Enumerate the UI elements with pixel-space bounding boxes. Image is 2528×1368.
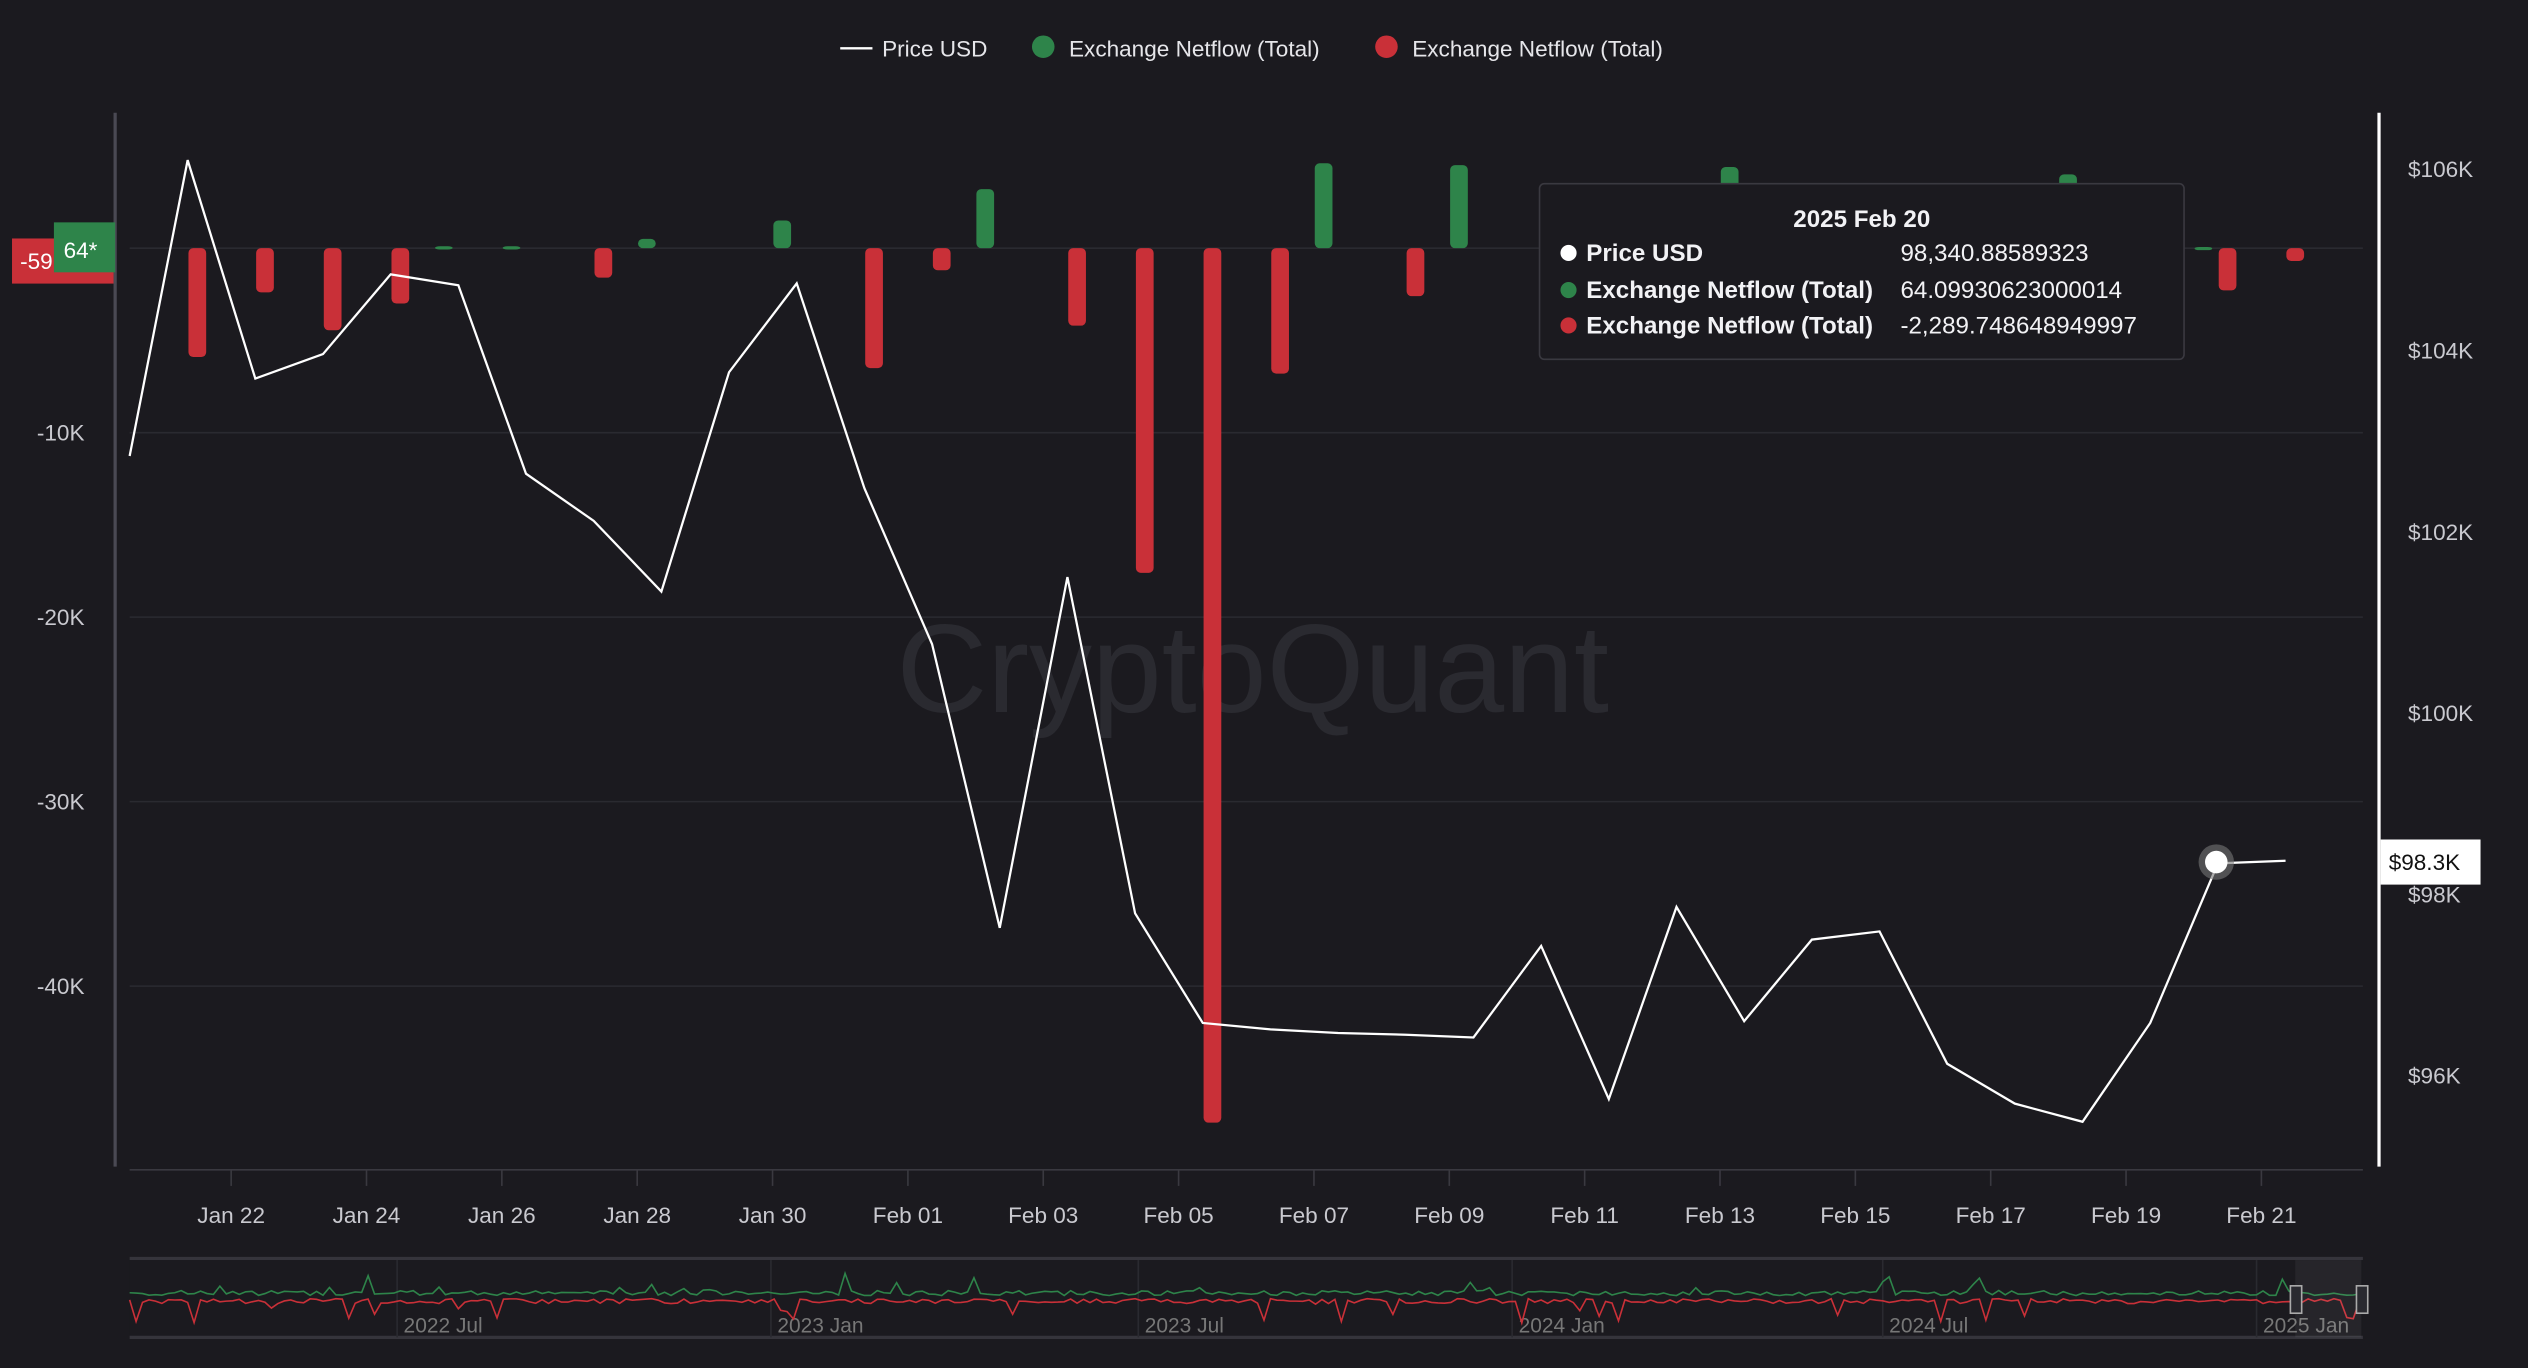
left-tick-label: -40K <box>37 974 85 999</box>
netflow-negative-bar <box>1406 248 1425 297</box>
tooltip-green-dot-icon <box>1560 281 1577 299</box>
left-axis-ticks: -10K -20K -30K -40K <box>37 421 85 999</box>
x-tick-label: Jan 28 <box>603 1203 671 1228</box>
tooltip: 2025 Feb 20 Price USD 98,340.88589323 Ex… <box>1538 182 2185 361</box>
right-tick-label: $98K <box>2408 882 2461 907</box>
legend: Price USD Exchange Netflow (Total) Excha… <box>840 35 1663 61</box>
navigator[interactable]: 2022 Jul 2023 Jan 2023 Jul 2024 Jan 2024 Jul… <box>128 1256 2369 1339</box>
x-tick-label: Jan 24 <box>333 1203 401 1228</box>
right-tick-label: $102K <box>2408 520 2473 545</box>
navigator-label: 2022 Jul <box>404 1315 483 1338</box>
legend-netflow-negative-label[interactable]: Exchange Netflow (Total) <box>1412 36 1663 61</box>
netflow-negative-bar <box>1271 248 1289 374</box>
x-tick-label: Feb 01 <box>873 1203 943 1228</box>
netflow-negative-badge: -59 <box>20 249 53 274</box>
right-tick-label: $106K <box>2408 157 2473 182</box>
x-tick-label: Feb 05 <box>1143 1203 1213 1228</box>
x-tick-label: Feb 13 <box>1685 1203 1755 1228</box>
tooltip-title: 2025 Feb 20 <box>1793 206 1930 233</box>
x-tick-label: Feb 03 <box>1008 1203 1078 1228</box>
x-tick-label: Feb 17 <box>1956 1203 2026 1228</box>
x-tick-label: Jan 30 <box>739 1203 807 1228</box>
netflow-negative-bar <box>1203 248 1222 1123</box>
netflow-negative-bar <box>1068 248 1086 326</box>
netflow-negative-bar <box>188 248 207 357</box>
netflow-positive-badge: 64* <box>64 238 98 263</box>
netflow-negative-bar <box>1135 248 1154 573</box>
left-tick-label: -20K <box>37 605 85 630</box>
x-tick-label: Feb 07 <box>1279 1203 1349 1228</box>
hover-marker <box>2198 844 2235 880</box>
left-tick-label: -10K <box>37 421 85 446</box>
navigator-label: 2024 Jan <box>1519 1315 1605 1338</box>
netflow-negative-bar <box>932 248 951 271</box>
navigator-label: 2025 Jan <box>2263 1315 2349 1338</box>
x-axis-ticks: Jan 22 Jan 24 Jan 26 Jan 28 Jan 30 Feb 01 Feb … <box>197 1169 2297 1228</box>
tooltip-price-dot-icon <box>1560 244 1577 262</box>
x-tick-label: Jan 22 <box>197 1203 265 1228</box>
netflow-positive-bar <box>638 238 656 249</box>
netflow-positive-bar <box>1314 163 1333 249</box>
netflow-negative-bar <box>2286 248 2305 262</box>
tooltip-netflow-positive-value: 64.09930623000014 <box>1900 277 2122 304</box>
legend-price-label[interactable]: Price USD <box>882 36 987 61</box>
right-axis-ticks: $106K $104K $102K $100K $98K $96K <box>2408 157 2473 1088</box>
price-badge: $98.3K <box>2380 839 2481 885</box>
netflow-positive-bar <box>434 246 453 250</box>
x-tick-label: Feb 19 <box>2091 1203 2161 1228</box>
x-tick-label: Feb 15 <box>1820 1203 1890 1228</box>
legend-netflow-positive-label[interactable]: Exchange Netflow (Total) <box>1069 36 1320 61</box>
tooltip-price-label: Price USD <box>1586 240 1703 267</box>
netflow-negative-bar <box>256 248 274 293</box>
navigator-selection[interactable] <box>2295 1260 2362 1338</box>
price-line <box>128 159 2286 1124</box>
legend-red-dot-icon <box>1375 35 1398 59</box>
netflow-positive-bar <box>773 220 792 249</box>
netflow-positive-bar <box>2194 246 2213 251</box>
x-tick-label: Feb 09 <box>1414 1203 1484 1228</box>
netflow-negative-bar <box>865 248 883 369</box>
left-badges: -59 64* <box>12 222 116 284</box>
tooltip-price-value: 98,340.88589323 <box>1900 240 2088 267</box>
navigator-left-handle[interactable] <box>2289 1285 2303 1315</box>
tooltip-red-dot-icon <box>1560 317 1577 334</box>
x-tick-label: Feb 21 <box>2226 1203 2296 1228</box>
x-tick-label: Jan 26 <box>468 1203 536 1228</box>
netflow-positive-bar <box>502 246 521 250</box>
netflow-positive-bar <box>976 189 995 249</box>
watermark: CryptoQuant <box>896 598 1609 739</box>
tooltip-netflow-negative-value: -2,289.748648949997 <box>1900 313 2136 340</box>
navigator-label: 2023 Jul <box>1145 1315 1224 1338</box>
navigator-label: 2023 Jan <box>777 1315 863 1338</box>
netflow-positive-bar <box>1450 165 1468 249</box>
right-tick-label: $100K <box>2408 701 2473 726</box>
tooltip-netflow-negative-label: Exchange Netflow (Total) <box>1586 313 1873 340</box>
netflow-negative-bar <box>323 248 342 331</box>
netflow-negative-bar <box>594 248 613 278</box>
left-tick-label: -30K <box>37 790 85 815</box>
x-tick-label: Feb 11 <box>1550 1203 1619 1228</box>
price-badge-text: $98.3K <box>2389 850 2460 875</box>
gridlines <box>129 247 2363 987</box>
navigator-right-handle[interactable] <box>2355 1285 2369 1315</box>
navigator-label: 2024 Jul <box>1889 1315 1968 1338</box>
right-tick-label: $96K <box>2408 1064 2461 1089</box>
right-tick-label: $104K <box>2408 339 2473 364</box>
tooltip-netflow-positive-label: Exchange Netflow (Total) <box>1586 277 1873 304</box>
netflow-negative-bar <box>2218 248 2237 291</box>
legend-green-dot-icon <box>1031 35 1055 59</box>
